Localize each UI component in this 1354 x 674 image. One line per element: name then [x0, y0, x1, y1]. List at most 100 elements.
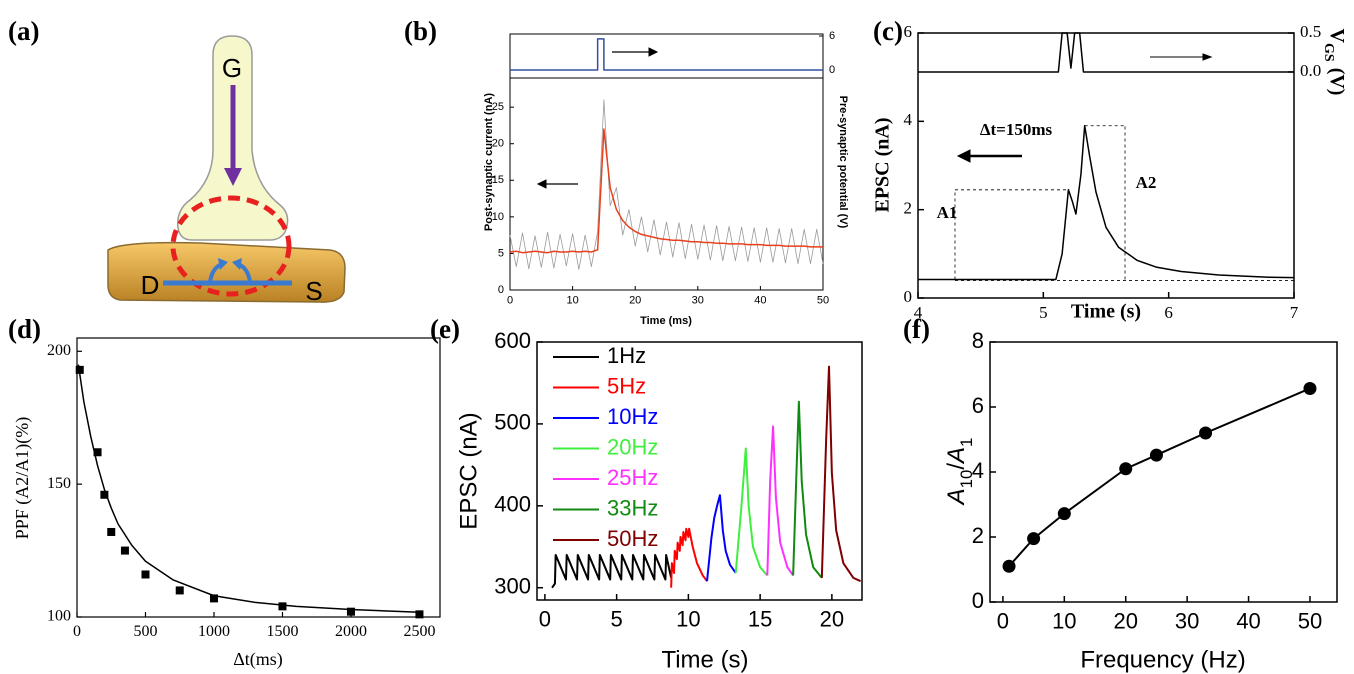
x-tick-label: 6 — [1164, 303, 1173, 322]
axis-label: Frequency (Hz) — [1080, 646, 1245, 673]
panel-label: (c) — [873, 16, 903, 46]
series-line — [509, 99, 824, 270]
x-tick-label: 40 — [754, 294, 766, 306]
y-tick-label: 2 — [972, 523, 984, 548]
data-point — [1119, 462, 1133, 476]
y2-tick-label: 0.0 — [1300, 61, 1321, 80]
x-tick-label: 7 — [1290, 303, 1299, 322]
y-tick-label: 6 — [972, 393, 984, 418]
arrow-head — [648, 47, 659, 57]
data-point — [415, 610, 424, 619]
series-line — [670, 527, 708, 588]
annotation: Δt=150ms — [980, 120, 1053, 139]
channel — [107, 241, 346, 303]
y-tick-label: 200 — [47, 342, 71, 359]
y-tick-label: 0 — [498, 284, 504, 296]
y-tick-label: 0 — [972, 588, 984, 613]
series-line — [77, 364, 420, 613]
data-point — [1027, 532, 1041, 546]
plot-frame — [917, 32, 1295, 299]
y-tick-label: 600 — [494, 328, 531, 353]
y-tick-label: 100 — [47, 608, 71, 625]
axis-label-part: A — [943, 447, 970, 465]
legend-label: 20Hz — [607, 434, 658, 459]
data-point — [1199, 426, 1213, 440]
axis-label-part: (V) — [1326, 68, 1348, 96]
node-label: D — [141, 270, 160, 300]
y2-tick-label: 6 — [829, 30, 835, 42]
axis-label-part: A — [943, 488, 970, 506]
legend-label: 1Hz — [607, 343, 646, 368]
x-tick-label: 0 — [539, 607, 551, 632]
x-tick-label: 15 — [748, 607, 772, 632]
y-tick-label: 25 — [492, 101, 504, 113]
series-line — [509, 128, 823, 254]
y-tick-label: 500 — [494, 410, 531, 435]
y-tick-label: 0 — [904, 287, 913, 306]
x-tick-label: 5 — [611, 607, 623, 632]
y-tick-label: 400 — [494, 492, 531, 517]
x-tick-label: 0 — [73, 623, 81, 640]
gate-arrow-head — [224, 168, 242, 186]
legend-label: 50Hz — [607, 526, 658, 551]
series-line — [820, 365, 861, 583]
axis-label: Time (s) — [661, 646, 748, 673]
y2-tick-label: 0 — [829, 64, 835, 76]
legend-label: 5Hz — [607, 373, 646, 398]
arrow-head — [1202, 53, 1213, 61]
y-tick-label: 15 — [492, 174, 504, 186]
axis-label-part: 1 — [957, 438, 976, 447]
axis-label-part: / — [943, 463, 970, 470]
diagram: (a) G D S — [8, 16, 346, 306]
legend-label: 10Hz — [607, 404, 658, 429]
axis-label: Time (ms) — [640, 315, 692, 327]
series-line — [551, 553, 673, 589]
axis-label: Post-synaptic current (nA) — [483, 93, 495, 231]
x-tick-label: 5 — [1039, 303, 1048, 322]
plot-frame — [76, 337, 441, 618]
x-tick-label: 40 — [1236, 609, 1260, 634]
node-label: S — [305, 276, 322, 306]
panel-label: (a) — [8, 16, 39, 46]
plot-frame — [509, 33, 824, 291]
x-tick-label: 50 — [1298, 609, 1322, 634]
axis-label-part: GS — [1321, 43, 1336, 62]
y-tick-label: 8 — [972, 328, 984, 353]
x-tick-label: 1500 — [266, 623, 298, 640]
x-tick-label: 10 — [1052, 609, 1076, 634]
y-tick-label: 150 — [47, 475, 71, 492]
y-tick-label: 4 — [904, 110, 913, 129]
x-tick-label: 1000 — [198, 623, 230, 640]
data-point — [120, 546, 129, 555]
legend-label: 25Hz — [607, 465, 658, 490]
data-point — [107, 527, 116, 536]
panel-label: (f) — [903, 314, 930, 344]
y-tick-label: 5 — [498, 247, 504, 259]
arrow-head — [956, 149, 971, 163]
panel-label: (e) — [430, 314, 460, 344]
axis-label: Pre-synaptic potential (V) — [837, 96, 849, 229]
annotation: A2 — [1136, 173, 1157, 192]
plot-frame — [536, 341, 863, 601]
series-line — [918, 125, 1295, 281]
data-point — [346, 607, 355, 616]
series-line — [706, 494, 737, 582]
y-tick-label: 4 — [972, 458, 984, 483]
y-tick-label: 6 — [904, 22, 913, 41]
series-line — [918, 32, 1294, 73]
axis-label: Δt(ms) — [233, 649, 283, 670]
series-line — [734, 447, 769, 577]
x-tick-label: 2500 — [403, 623, 435, 640]
series-line — [792, 400, 823, 579]
x-tick-label: 20 — [820, 607, 844, 632]
legend-label: 33Hz — [607, 495, 658, 520]
x-tick-label: 20 — [1113, 609, 1137, 634]
data-point — [278, 602, 287, 611]
axis-label: EPSC (nA) — [872, 117, 894, 212]
x-tick-label: 10 — [566, 294, 578, 306]
axis-label-part: 10 — [957, 470, 976, 489]
x-tick-label: 500 — [133, 623, 157, 640]
y-tick-label: 20 — [492, 138, 504, 150]
axis-label: EPSC (nA) — [455, 412, 482, 529]
